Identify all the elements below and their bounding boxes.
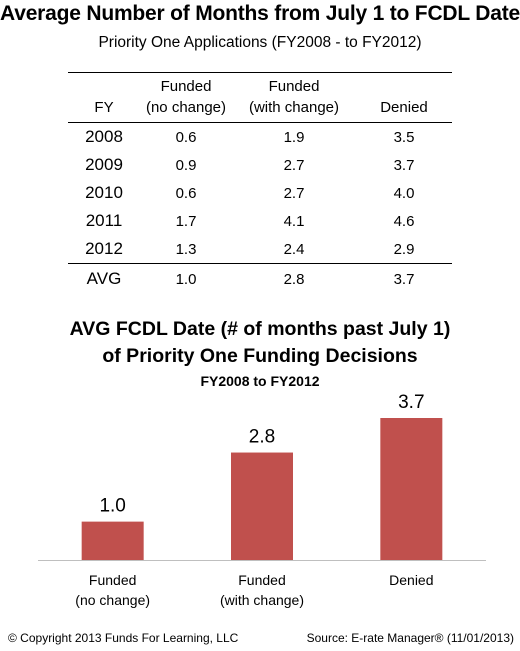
bar xyxy=(81,521,144,560)
table-row: 2010 0.6 2.7 4.0 xyxy=(68,179,452,207)
table-cell: 4.1 xyxy=(283,212,305,230)
table-cell: 3.5 xyxy=(393,128,415,146)
data-label: 3.7 xyxy=(398,392,424,413)
table-header-row: FY Funded (no change) Funded (with change)… xyxy=(68,72,452,123)
data-label: 1.0 xyxy=(99,496,125,517)
bar xyxy=(380,418,443,560)
table-cell: 2.4 xyxy=(283,240,305,258)
table-cell: 0.6 xyxy=(175,184,197,202)
table-cell: 4.0 xyxy=(393,184,415,202)
page-subtitle: Priority One Applications (FY2008 - to F… xyxy=(98,34,422,51)
table-cell-fy: 2009 xyxy=(85,155,123,174)
source-footer: Source: E-rate Manager® (11/01/2013) xyxy=(306,631,514,645)
category-label: Funded xyxy=(89,572,136,588)
copyright-footer: © Copyright 2013 Funds For Learning, LLC xyxy=(8,631,239,645)
table-cell: 3.7 xyxy=(393,156,415,174)
table-cell-fy: 2011 xyxy=(85,211,123,230)
column-header-denied: Denied xyxy=(356,72,452,123)
table-cell: 0.9 xyxy=(175,156,197,174)
category-label: Denied xyxy=(389,572,433,588)
category-label: Funded xyxy=(238,572,285,588)
bar xyxy=(231,452,293,560)
chart-title: AVG FCDL Date (# of months past July 1) o… xyxy=(69,318,451,367)
table-cell-avg-label: AVG xyxy=(68,263,140,294)
chart-subtitle: FY2008 to FY2012 xyxy=(200,373,320,389)
page-title: Average Number of Months from July 1 to … xyxy=(0,2,520,25)
column-header-funded-with-change: Funded (with change) xyxy=(232,72,356,123)
table-row: 2009 0.9 2.7 3.7 xyxy=(68,151,452,179)
category-label: (no change) xyxy=(75,592,150,608)
column-header-funded-no-change: Funded (no change) xyxy=(140,72,232,123)
table-cell-avg: 3.7 xyxy=(356,263,452,294)
table-cell-avg: 2.8 xyxy=(232,263,356,294)
table-row-avg: AVG 1.0 2.8 3.7 xyxy=(68,263,452,294)
table-row: 2012 1.3 2.4 2.9 xyxy=(68,235,452,264)
table-row: 2008 0.6 1.9 3.5 xyxy=(68,123,452,152)
table-cell: 4.6 xyxy=(393,212,415,230)
table-cell-avg: 1.0 xyxy=(140,263,232,294)
data-label: 2.8 xyxy=(249,427,275,448)
table-cell: 1.3 xyxy=(175,240,197,258)
fcdl-months-table: FY Funded (no change) Funded (with change)… xyxy=(68,72,452,294)
table-cell: 2.9 xyxy=(393,240,415,258)
table-cell: 1.7 xyxy=(175,212,197,230)
table-cell-fy: 2008 xyxy=(85,127,123,146)
table-cell-fy: 2010 xyxy=(85,183,123,202)
table-cell-fy: 2012 xyxy=(85,239,123,258)
table-cell: 2.7 xyxy=(283,156,305,174)
table-cell: 1.9 xyxy=(283,128,305,146)
table-row: 2011 1.7 4.1 4.6 xyxy=(68,207,452,235)
column-header-fy: FY xyxy=(68,72,140,123)
table-cell: 2.7 xyxy=(283,184,305,202)
table-cell: 0.6 xyxy=(175,128,197,146)
category-label: (with change) xyxy=(220,592,304,608)
